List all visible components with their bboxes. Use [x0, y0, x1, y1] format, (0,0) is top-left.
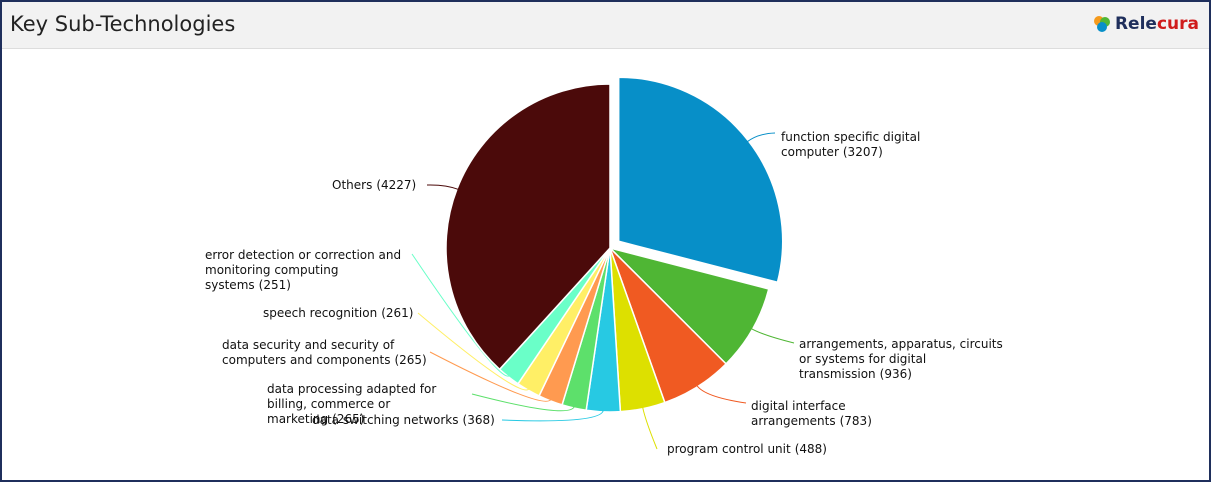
- label-value: (488): [794, 442, 827, 456]
- label-name: function specific digital computer: [781, 130, 921, 159]
- slice-label: function specific digital computer (3207): [781, 130, 991, 160]
- leader-line: [426, 184, 460, 191]
- leader-line: [746, 132, 776, 143]
- panel-header: Key Sub-Technologies Relecura: [2, 2, 1209, 49]
- slice-label: data switching networks (368): [312, 413, 495, 428]
- leader-line: [750, 327, 795, 344]
- logo[interactable]: Relecura: [1093, 14, 1199, 34]
- label-value: (4227): [376, 178, 417, 192]
- label-value: (265): [332, 412, 365, 426]
- label-value: (3207): [842, 145, 883, 159]
- leader-line: [429, 351, 552, 402]
- leader-line: [696, 384, 747, 404]
- label-name: digital interface arrangements: [751, 399, 846, 428]
- label-value: (368): [462, 413, 495, 427]
- leader-line: [471, 393, 575, 412]
- label-name: data processing adapted for billing, com…: [267, 382, 437, 426]
- label-value: (783): [839, 414, 872, 428]
- slice-label: error detection or correction and monito…: [205, 248, 410, 293]
- slice-label: program control unit (488): [667, 442, 827, 457]
- label-name: speech recognition: [263, 306, 378, 320]
- leader-line: [501, 409, 604, 422]
- slice-label: data security and security of computers …: [222, 338, 427, 368]
- logo-icon: [1093, 16, 1110, 32]
- label-name: data switching networks: [312, 413, 459, 427]
- slice-label: data processing adapted for billing, com…: [267, 382, 472, 427]
- label-value: (261): [381, 306, 414, 320]
- slice-label: speech recognition (261): [263, 306, 413, 321]
- label-name: arrangements, apparatus, circuits or sys…: [799, 337, 1003, 381]
- pie-slice: [617, 76, 784, 284]
- label-value: (251): [258, 278, 291, 292]
- logo-text: cura: [1156, 14, 1199, 34]
- slice-label: arrangements, apparatus, circuits or sys…: [799, 337, 1014, 382]
- label-name: error detection or correction and monito…: [205, 248, 402, 292]
- leader-line: [642, 406, 658, 450]
- label-value: (936): [879, 367, 912, 381]
- leader-line: [417, 312, 530, 391]
- label-name: program control unit: [667, 442, 791, 456]
- slice-label: digital interface arrangements (783): [751, 399, 921, 429]
- logo-text: Rele: [1114, 14, 1157, 34]
- label-name: data security and security of computers …: [222, 338, 395, 367]
- slice-label: Others (4227): [332, 178, 416, 193]
- panel-title: Key Sub-Technologies: [10, 12, 236, 36]
- label-name: Others: [332, 178, 373, 192]
- label-value: (265): [394, 353, 427, 367]
